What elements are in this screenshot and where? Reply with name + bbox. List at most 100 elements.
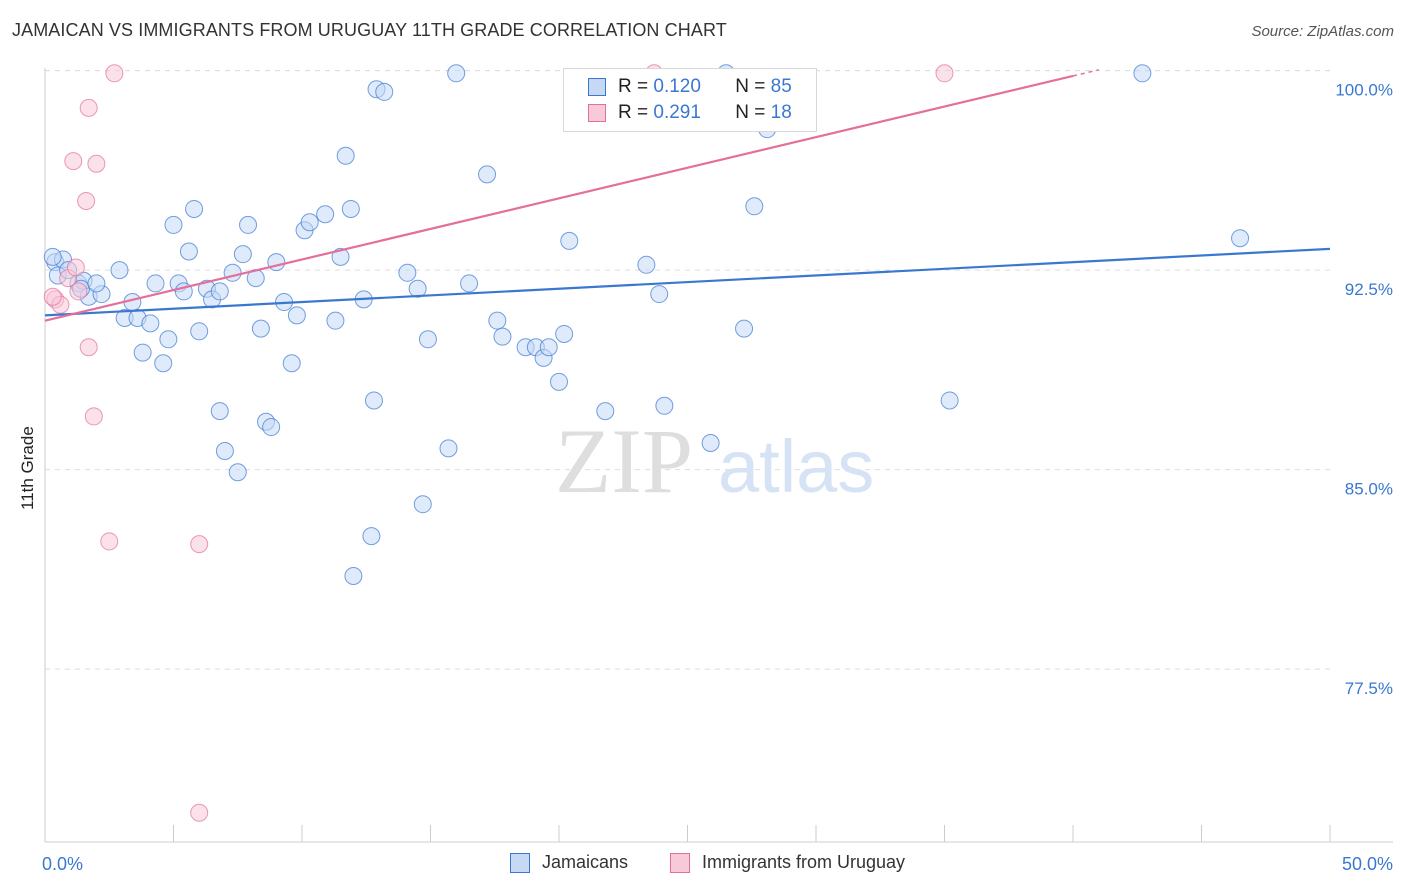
legend-item-jamaicans[interactable]: Jamaicans [510, 852, 628, 873]
uruguay-point [190, 803, 209, 822]
legend-n-value: 85 [770, 76, 792, 97]
legend-row-uruguay: R = 0.291 N = 18 [588, 101, 792, 125]
legend-label-jamaicans: Jamaicans [542, 852, 629, 872]
uruguay-point [79, 98, 98, 117]
axes [44, 68, 1393, 843]
uruguay-point [935, 64, 954, 83]
jamaican-point [745, 197, 764, 216]
uruguay-point [79, 338, 98, 357]
jamaican-point [408, 279, 427, 298]
jamaican-point [1133, 64, 1152, 83]
y-tick-label: 100.0% [1335, 81, 1393, 100]
uruguay-point [77, 191, 96, 210]
jamaican-point [940, 391, 959, 410]
watermark: ZIP atlas [555, 410, 874, 512]
legend-r-label: R = [618, 102, 649, 123]
y-tick-label: 92.5% [1345, 280, 1393, 299]
jamaican-point [362, 527, 381, 546]
uruguay-point [87, 154, 106, 173]
jamaicans-points [43, 64, 1250, 586]
jamaican-point [336, 146, 355, 165]
legend-swatch-blue [588, 78, 606, 96]
chart-title: JAMAICAN VS IMMIGRANTS FROM URUGUAY 11TH… [12, 20, 727, 40]
jamaican-point [326, 311, 345, 330]
legend-item-uruguay[interactable]: Immigrants from Uruguay [670, 852, 905, 873]
jamaican-point [439, 439, 458, 458]
jamaican-point [550, 372, 568, 391]
jamaican-point [701, 434, 720, 453]
jamaican-point [164, 215, 183, 234]
jamaican-point [539, 338, 558, 357]
uruguay-point [84, 407, 103, 426]
legend-swatch-jamaicans [510, 852, 530, 873]
jamaican-point [146, 274, 165, 293]
jamaican-point [179, 242, 198, 261]
jamaican-point [560, 231, 579, 250]
jamaican-point [262, 418, 281, 437]
gridlines [45, 70, 1330, 670]
jamaican-point [596, 402, 615, 421]
uruguay-point [190, 535, 209, 554]
jamaican-point [190, 322, 209, 341]
jamaican-point [341, 199, 360, 218]
y-tick-label: 77.5% [1345, 679, 1393, 698]
jamaican-point [650, 285, 669, 304]
jamaican-point [210, 282, 229, 301]
jamaican-point [141, 314, 160, 333]
jamaican-point [287, 306, 306, 325]
legend-n-value: 18 [770, 102, 792, 123]
jamaican-point [1231, 229, 1250, 248]
uruguay-point [64, 152, 83, 171]
watermark-atlas: atlas [718, 425, 874, 508]
jamaican-point [251, 319, 270, 338]
jamaican-point [87, 274, 106, 293]
legend-r-label: R = [618, 76, 649, 97]
jamaican-point [133, 343, 152, 362]
jamaican-point [398, 263, 417, 282]
legend-r-value: 0.120 [653, 76, 701, 97]
jamaican-point [418, 330, 437, 349]
jamaican-point [300, 213, 319, 232]
legend-n-label: N = [735, 76, 766, 97]
jamaican-point [413, 495, 432, 514]
x-tick-label-end: 50.0% [1342, 854, 1393, 874]
jamaican-point [159, 330, 178, 349]
legend-r-value: 0.291 [653, 102, 701, 123]
x-tick-label-start: 0.0% [42, 854, 83, 874]
uruguay-point [100, 532, 119, 551]
uruguay-point [66, 258, 85, 277]
legend-label-uruguay: Immigrants from Uruguay [702, 852, 906, 872]
source-label: Source: ZipAtlas.com [1251, 23, 1394, 40]
uruguay-points [43, 64, 954, 822]
jamaican-point [637, 255, 656, 274]
legend-n-label: N = [735, 102, 766, 123]
jamaican-point [210, 402, 229, 421]
jamaican-point [364, 391, 383, 410]
jamaican-point [154, 354, 173, 373]
jamaican-point [316, 205, 335, 224]
jamaican-point [223, 263, 242, 282]
legend-row-jamaicans: R = 0.120 N = 85 [588, 75, 792, 99]
jamaican-point [493, 327, 512, 346]
jamaican-point [239, 215, 258, 234]
jamaican-point [488, 311, 507, 330]
uruguay-trend-line [44, 74, 1074, 322]
jamaican-point [655, 396, 674, 415]
jamaican-point [375, 82, 394, 101]
legend-swatch-uruguay [670, 852, 690, 873]
uruguay-point [105, 64, 124, 83]
y-tick-label: 85.0% [1345, 480, 1393, 499]
jamaican-point [447, 64, 466, 83]
uruguay-point [43, 287, 62, 306]
jamaican-point [233, 245, 252, 264]
watermark-zip: ZIP [555, 410, 693, 512]
jamaican-point [478, 165, 497, 184]
jamaican-point [228, 463, 247, 482]
trend-lines [44, 69, 1331, 322]
stats-legend: R = 0.120 N = 85 R = 0.291 N = 18 [563, 68, 817, 132]
jamaican-point [735, 319, 754, 338]
tick-labels: 77.5% 85.0% 92.5% 100.0% 0.0% 50.0% [42, 81, 1393, 874]
jamaicans-trend-line [44, 247, 1331, 317]
jamaican-point [460, 274, 479, 293]
bottom-legend: Jamaicans Immigrants from Uruguay [0, 852, 1406, 876]
